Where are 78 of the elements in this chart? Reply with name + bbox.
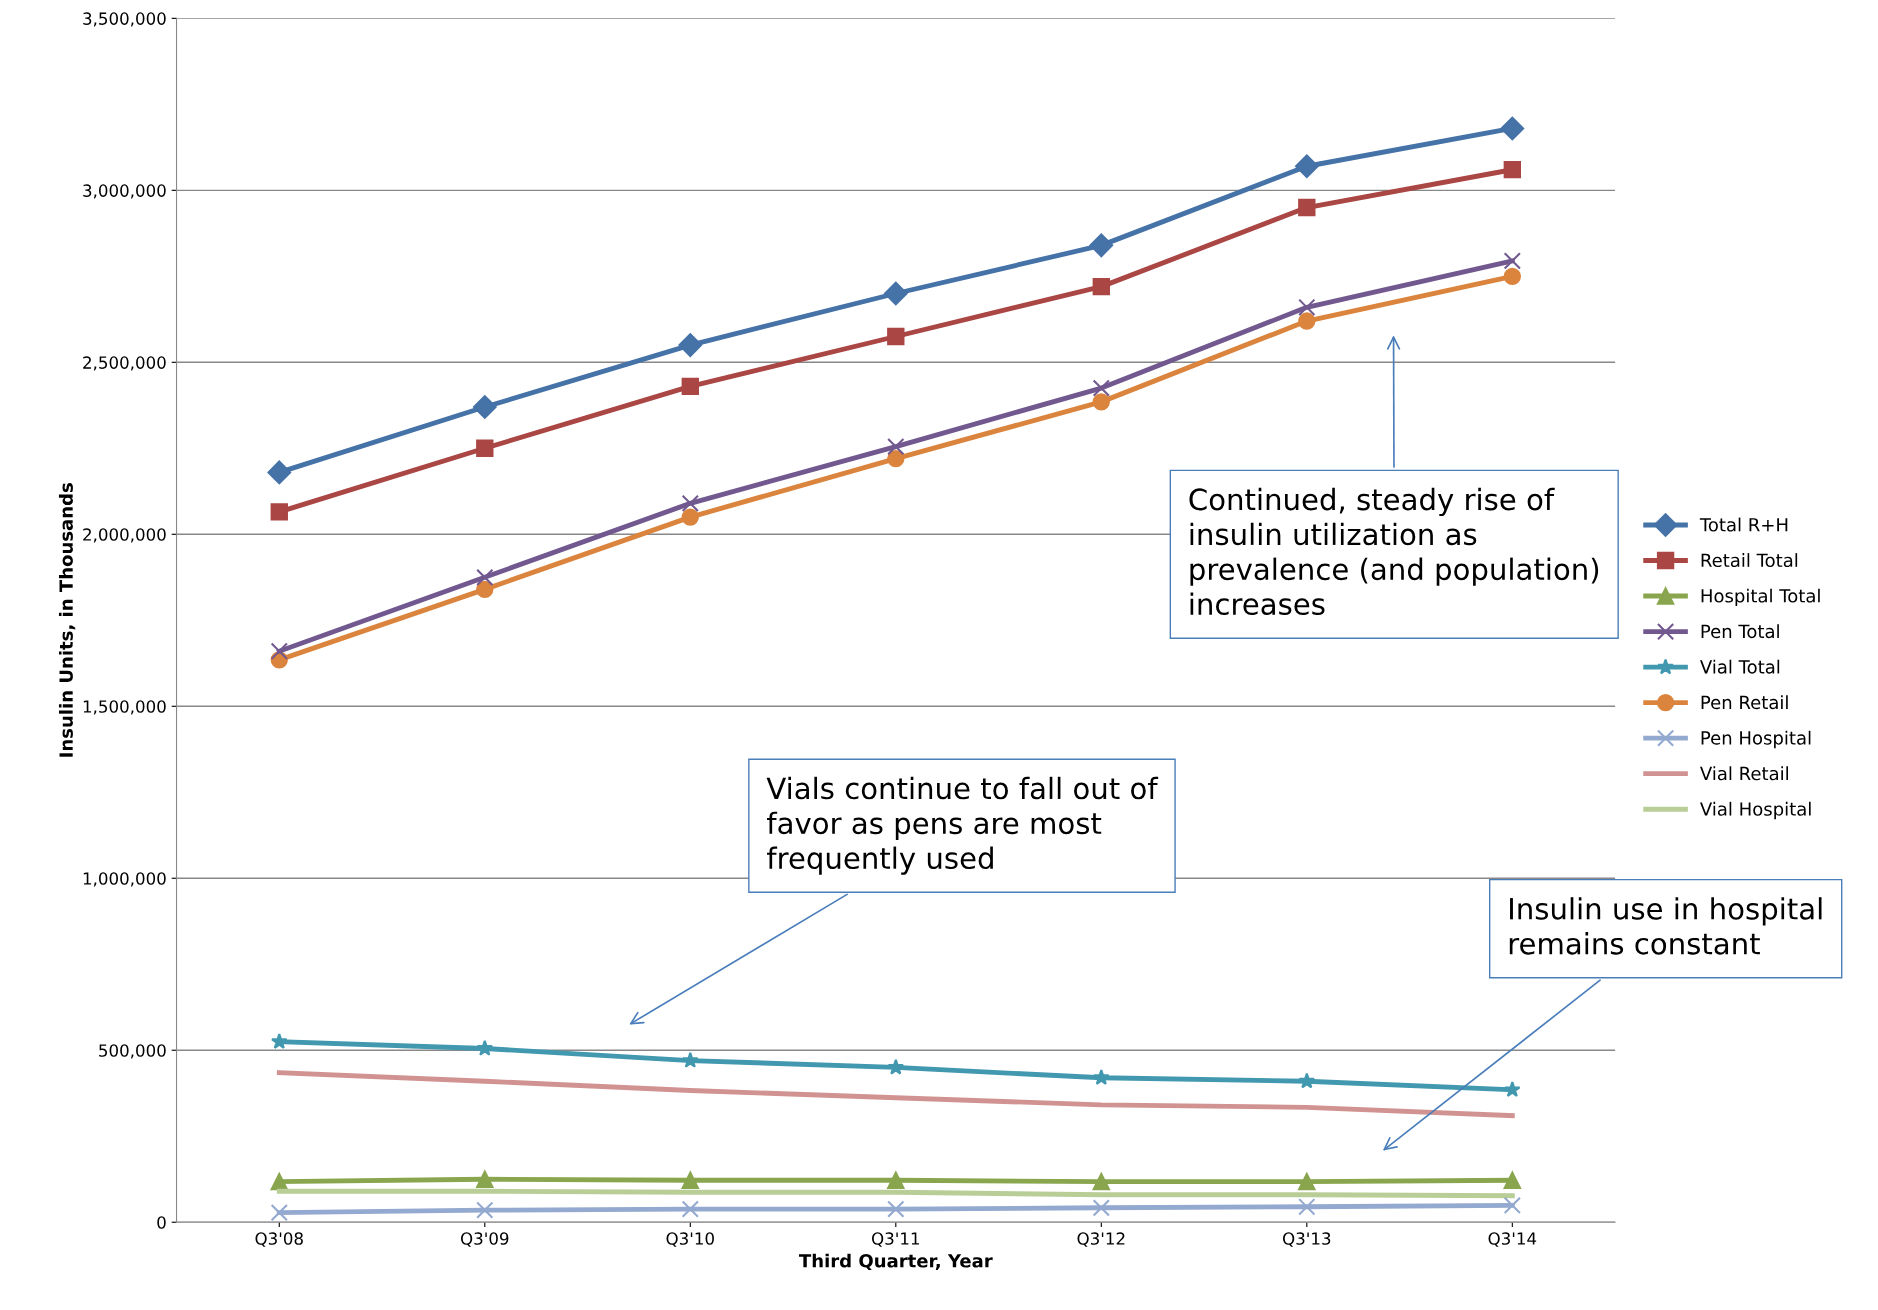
y-tick-label: 3,000,000 <box>83 184 166 199</box>
legend-label: Hospital Total <box>1701 588 1820 607</box>
point <box>1294 154 1319 179</box>
y-tick-label: 1,500,000 <box>83 700 166 715</box>
y-tick-label: 2,500,000 <box>83 356 166 371</box>
point <box>1503 1196 1522 1215</box>
point <box>476 568 494 586</box>
point <box>887 437 905 456</box>
x-tick-label: Q3'09 <box>460 1232 509 1247</box>
x-tick-label: Q3'14 <box>1488 1232 1537 1247</box>
point <box>1503 1171 1522 1189</box>
point <box>1092 393 1110 411</box>
y-tick-label: 1,000,000 <box>83 872 166 887</box>
legend-label: Pen Retail <box>1701 695 1788 710</box>
x-tick-label: Q3'10 <box>666 1232 714 1247</box>
point <box>887 1200 905 1218</box>
point <box>1093 1069 1110 1085</box>
legend-label: Pen Hospital <box>1701 730 1811 749</box>
point <box>1503 252 1522 270</box>
point <box>270 1203 288 1222</box>
x-tick-label: Q3'11 <box>871 1232 920 1247</box>
point <box>270 642 288 660</box>
legend-label: Vial Total <box>1700 659 1780 674</box>
point <box>681 1200 699 1218</box>
legend-label: Vial Retail <box>1700 766 1788 781</box>
point <box>1298 1172 1316 1191</box>
point <box>883 281 908 306</box>
point <box>267 460 292 485</box>
point <box>1503 267 1522 285</box>
point <box>1089 233 1114 258</box>
point <box>1092 1172 1110 1191</box>
point <box>681 1051 699 1068</box>
point <box>1092 1199 1110 1217</box>
point <box>681 494 699 513</box>
x-axis-title: Third Quarter, Year <box>799 1253 993 1270</box>
annotation: Vials continue to fall out of favor as pens are most frequently used <box>766 776 1159 875</box>
legend-label: Vial Hospital <box>1700 801 1811 820</box>
point <box>1503 161 1522 179</box>
annotation: Insulin use in hospital remains constant <box>1509 897 1822 955</box>
legend-label: Pen Total <box>1701 624 1779 639</box>
point <box>1092 277 1110 296</box>
point <box>1500 116 1525 141</box>
point <box>476 1201 494 1219</box>
point <box>476 1170 494 1188</box>
y-axis-title: Insulin Units, in Thousands <box>58 483 76 757</box>
point <box>1504 1081 1521 1098</box>
point <box>681 508 699 526</box>
point <box>887 1171 905 1189</box>
x-tick-label: Q3'13 <box>1283 1232 1331 1247</box>
point <box>270 503 288 521</box>
y-tick-label: 0 <box>157 1216 166 1229</box>
point <box>1298 312 1316 330</box>
point <box>678 333 703 357</box>
point <box>1298 1198 1316 1216</box>
point <box>887 1058 905 1075</box>
x-tick-label: Q3'12 <box>1077 1232 1125 1247</box>
point <box>270 1172 288 1191</box>
annotation: Continued, steady rise of insulin utilization as prevalence (and population) increases <box>1189 487 1599 616</box>
point <box>887 327 905 346</box>
point <box>681 377 699 396</box>
line-series <box>276 1070 1515 1119</box>
x-tick-label: Q3'08 <box>255 1232 303 1247</box>
point <box>472 395 497 419</box>
y-tick-label: 500,000 <box>99 1044 166 1059</box>
point <box>1298 298 1316 316</box>
legend-label: Retail Total <box>1701 553 1798 568</box>
point <box>1298 1072 1316 1089</box>
point <box>1092 379 1110 397</box>
point <box>887 449 905 468</box>
point <box>270 1032 288 1049</box>
point <box>476 580 494 599</box>
point <box>476 1039 494 1056</box>
point <box>681 1171 699 1189</box>
y-tick-label: 3,500,000 <box>83 12 166 27</box>
legend-label: Total R+H <box>1699 517 1788 532</box>
point <box>1298 198 1316 217</box>
point <box>476 439 494 457</box>
y-tick-label: 2,000,000 <box>83 528 166 543</box>
